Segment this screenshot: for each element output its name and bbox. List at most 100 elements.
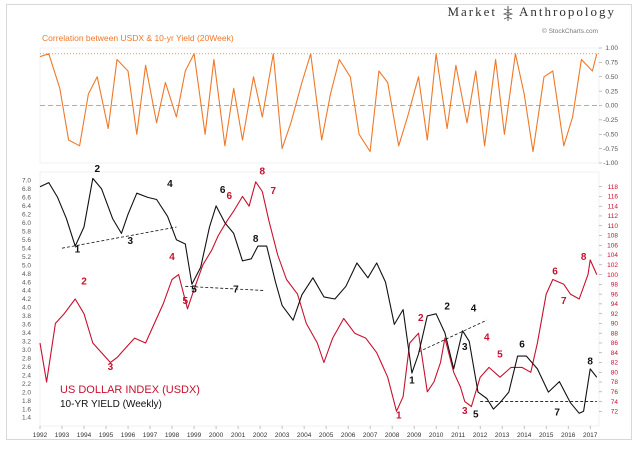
usdx-axis-tick-label: 94: [611, 301, 619, 308]
yield-axis-tick-label: 6.4: [22, 203, 31, 210]
x-axis-tick-label: 2000: [209, 432, 224, 439]
yield-axis-tick-label: 4.6: [22, 279, 31, 286]
usdx-axis-tick-label: 86: [611, 340, 619, 347]
usdx-wave-label: 5: [497, 350, 503, 361]
usdx-axis-tick-label: 88: [611, 330, 619, 337]
yield-axis-tick-label: 1.4: [22, 415, 31, 422]
chart-frame: [6, 4, 632, 440]
x-axis-tick-label: 2011: [451, 432, 465, 439]
x-axis-tick-label: 2002: [253, 432, 268, 439]
brand-name-left: Market: [447, 4, 497, 19]
x-axis-tick-label: 2003: [275, 432, 290, 439]
correlation-series-line: [39, 53, 598, 153]
usdx-wave-label: 6: [226, 191, 232, 202]
yield-axis-tick-label: 2.6: [22, 364, 31, 371]
x-axis-tick-label: 1997: [143, 432, 158, 439]
yield-axis-tick-label: 3.8: [22, 313, 31, 320]
trend-line: [185, 285, 265, 291]
usdx-axis-tick-label: 110: [608, 223, 619, 230]
usdx-wave-label: 7: [561, 296, 567, 307]
correlation-y-tick-label: 0.50: [605, 74, 618, 81]
yield-axis-tick-label: 6.8: [22, 186, 31, 193]
data-source-label: © StockCharts.com: [542, 27, 598, 35]
usdx-wave-label: 8: [581, 252, 587, 263]
yield-axis-tick-label: 4.2: [22, 296, 31, 303]
yield-axis-tick-label: 6.2: [22, 212, 31, 219]
usdx-axis-tick-label: 100: [607, 272, 618, 279]
correlation-y-tick-label: -0.50: [603, 131, 618, 138]
correlation-panel: 1.00 0.75 0.50 0.25 0.00 -0.25 -0.50 -0.75 -1.00: [39, 45, 618, 167]
yield-wave-label: 8: [253, 234, 259, 245]
yield-axis-tick-label: 1.8: [22, 398, 31, 405]
yield-axis-tick-label: 3.6: [22, 322, 31, 329]
usdx-axis-tick-label: 102: [607, 262, 618, 269]
usdx-wave-label: 1: [396, 411, 402, 422]
usdx-wave-label: 5: [182, 296, 188, 307]
usdx-axis-tick-label: 104: [607, 252, 618, 259]
yield-axis-tick-label: 3.4: [22, 330, 31, 337]
usdx-axis-tick-label: 98: [611, 282, 619, 289]
yield-axis-tick-label: 5.8: [22, 228, 31, 235]
yield-axis-tick-label: 5.2: [22, 254, 31, 261]
yield-axis-tick-label: 2.4: [22, 372, 31, 379]
yield-axis-tick-label: 5.6: [22, 237, 31, 244]
yield-wave-label: 6: [220, 185, 226, 196]
usdx-axis-tick-label: 90: [611, 321, 619, 328]
correlation-y-tick-label: -0.25: [603, 117, 618, 124]
usdx-wave-label: 8: [259, 166, 265, 177]
x-axis-tick-label: 2015: [539, 432, 554, 439]
trend-line: [418, 319, 487, 353]
price-panel: 7.06.8 6.66.4 6.26.05.8 5.65.4 5.25.0 4.84.6 4…: [22, 164, 618, 439]
x-axis-tick-label: 2005: [319, 432, 334, 439]
correlation-y-tick-label: -0.75: [603, 146, 618, 153]
usdx-axis-tick-label: 78: [611, 379, 619, 386]
yield-axis-tick-label: 2.0: [22, 389, 31, 396]
yield-wave-label: 4: [471, 304, 477, 315]
correlation-y-tick-label: -1.00: [603, 160, 618, 167]
correlation-panel-title: Correlation between USDX & 10-yr Yield (…: [42, 33, 234, 43]
usdx-axis-tick-label: 74: [611, 399, 619, 406]
x-axis-tick-label: 2008: [385, 432, 400, 439]
chart-legend: US DOLLAR INDEX (USDX) 10-YR YIELD (Week…: [60, 384, 200, 410]
x-axis-tick-label: 2007: [363, 432, 378, 439]
yield-wave-label: 2: [94, 164, 100, 175]
usdx-wave-label: 3: [108, 362, 114, 373]
x-axis-tick-label: 1994: [77, 432, 92, 439]
correlation-y-tick-label: 0.00: [605, 103, 618, 110]
trend-line: [61, 226, 177, 249]
x-axis-tick-label: 1993: [55, 432, 70, 439]
correlation-y-tick-label: 1.00: [605, 45, 618, 52]
x-axis-tick-label: 2012: [473, 432, 488, 439]
usdx-wave-label: 4: [169, 252, 175, 263]
usdx-wave-label: 2: [81, 276, 87, 287]
yield-wave-label: 7: [233, 285, 239, 296]
yield-wave-label: 3: [462, 342, 468, 353]
yield-axis-tick-label: 3.2: [22, 339, 31, 346]
usdx-series-line: [39, 181, 598, 412]
yield-axis-tick-label: 4.0: [22, 305, 31, 312]
usdx-wave-label: 6: [552, 267, 558, 278]
yield-wave-label: 5: [473, 410, 479, 421]
yield-wave-label: 1: [75, 244, 81, 255]
usdx-axis-tick-label: 76: [611, 389, 619, 396]
yield-axis-tick-label: 4.8: [22, 271, 31, 278]
yield-axis-tick-label: 4.4: [22, 288, 31, 295]
usdx-axis-tick-label: 82: [611, 360, 619, 367]
x-axis-tick-label: 2014: [517, 432, 532, 439]
yield-wave-label: 7: [554, 407, 560, 418]
usdx-axis-tick-label: 112: [608, 213, 619, 220]
usdx-axis-tick-label: 108: [607, 233, 618, 240]
yield-wave-label: 5: [191, 285, 197, 296]
yield-wave-label: 6: [519, 340, 525, 351]
legend-yield: 10-YR YIELD (Weekly): [60, 399, 162, 410]
yield-wave-label: 3: [127, 236, 133, 247]
x-axis-tick-label: 1999: [187, 432, 202, 439]
usdx-axis-tick-label: 72: [611, 409, 619, 416]
x-axis-tick-label: 2009: [407, 432, 422, 439]
x-axis-tick-label: 2001: [231, 432, 246, 439]
usdx-axis-tick-label: 92: [611, 311, 619, 318]
yield-wave-label: 2: [444, 302, 450, 313]
yield-wave-label: 4: [167, 179, 173, 190]
brand-name-right: Anthropology: [519, 4, 616, 19]
